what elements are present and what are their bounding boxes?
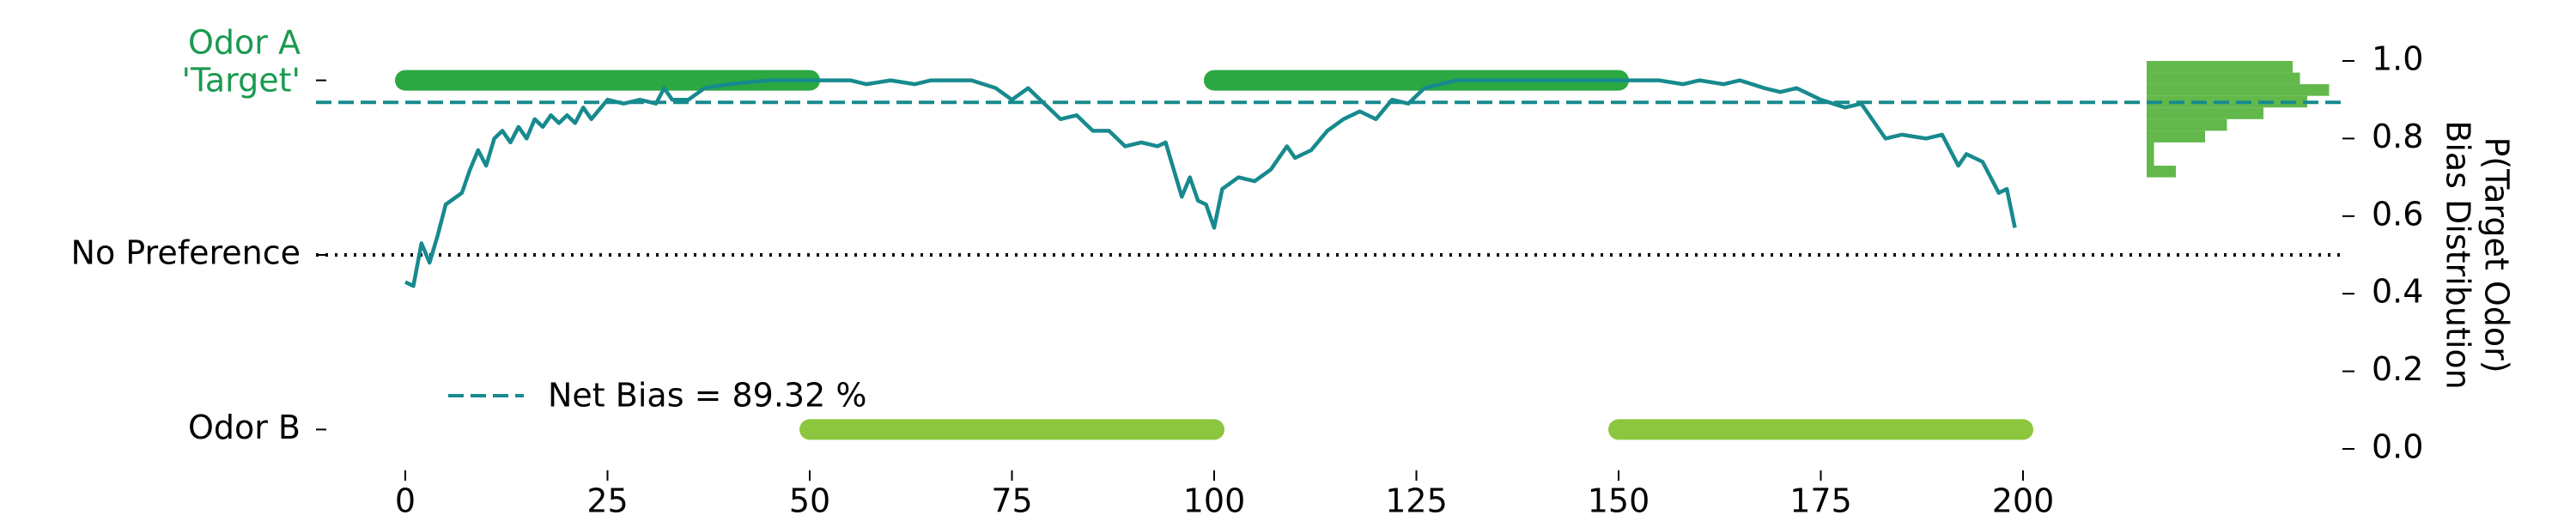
y-axis-label-2: Bias Distribution	[2439, 120, 2477, 389]
x-tick-label: 75	[991, 482, 1032, 515]
x-tick-label: 175	[1789, 482, 1852, 515]
x-tick-label: 50	[789, 482, 830, 515]
left-tick-label-line: 'Target'	[182, 61, 301, 99]
histogram-bar	[2147, 118, 2227, 131]
left-tick-label-line: Odor A	[188, 23, 301, 61]
x-tick-label: 25	[586, 482, 628, 515]
left-tick-label: Odor B	[188, 409, 301, 446]
y-tick-label: 0.0	[2372, 428, 2423, 466]
y-axis-label: P(Target Odor)	[2478, 136, 2516, 373]
legend-label: Net Bias = 89.32 %	[548, 377, 866, 415]
x-tick-label: 200	[1992, 482, 2055, 515]
y-tick-label: 0.2	[2372, 350, 2423, 388]
x-tick-label: 100	[1183, 482, 1246, 515]
y-tick-label: 0.8	[2372, 118, 2423, 155]
y-tick-label: 0.6	[2372, 195, 2423, 233]
left-tick-label: No Preference	[71, 234, 301, 272]
y-tick-label: 0.4	[2372, 273, 2423, 311]
data-line	[404, 78, 2017, 288]
histogram-bar	[2147, 72, 2300, 85]
histogram-bar	[2147, 107, 2263, 119]
x-tick-label: 0	[395, 482, 416, 515]
x-tick-label: 125	[1385, 482, 1448, 515]
y-tick-label: 1.0	[2372, 40, 2423, 78]
histogram-bar	[2147, 61, 2293, 73]
x-tick-label: 150	[1588, 482, 1650, 515]
left-tick-label: Odor A 'Target'	[182, 23, 301, 99]
histogram-bar	[2147, 84, 2330, 96]
histogram-bar	[2147, 142, 2154, 154]
histogram-bar	[2147, 130, 2205, 142]
histogram-bar	[2147, 154, 2154, 167]
histogram-bar	[2147, 166, 2176, 178]
